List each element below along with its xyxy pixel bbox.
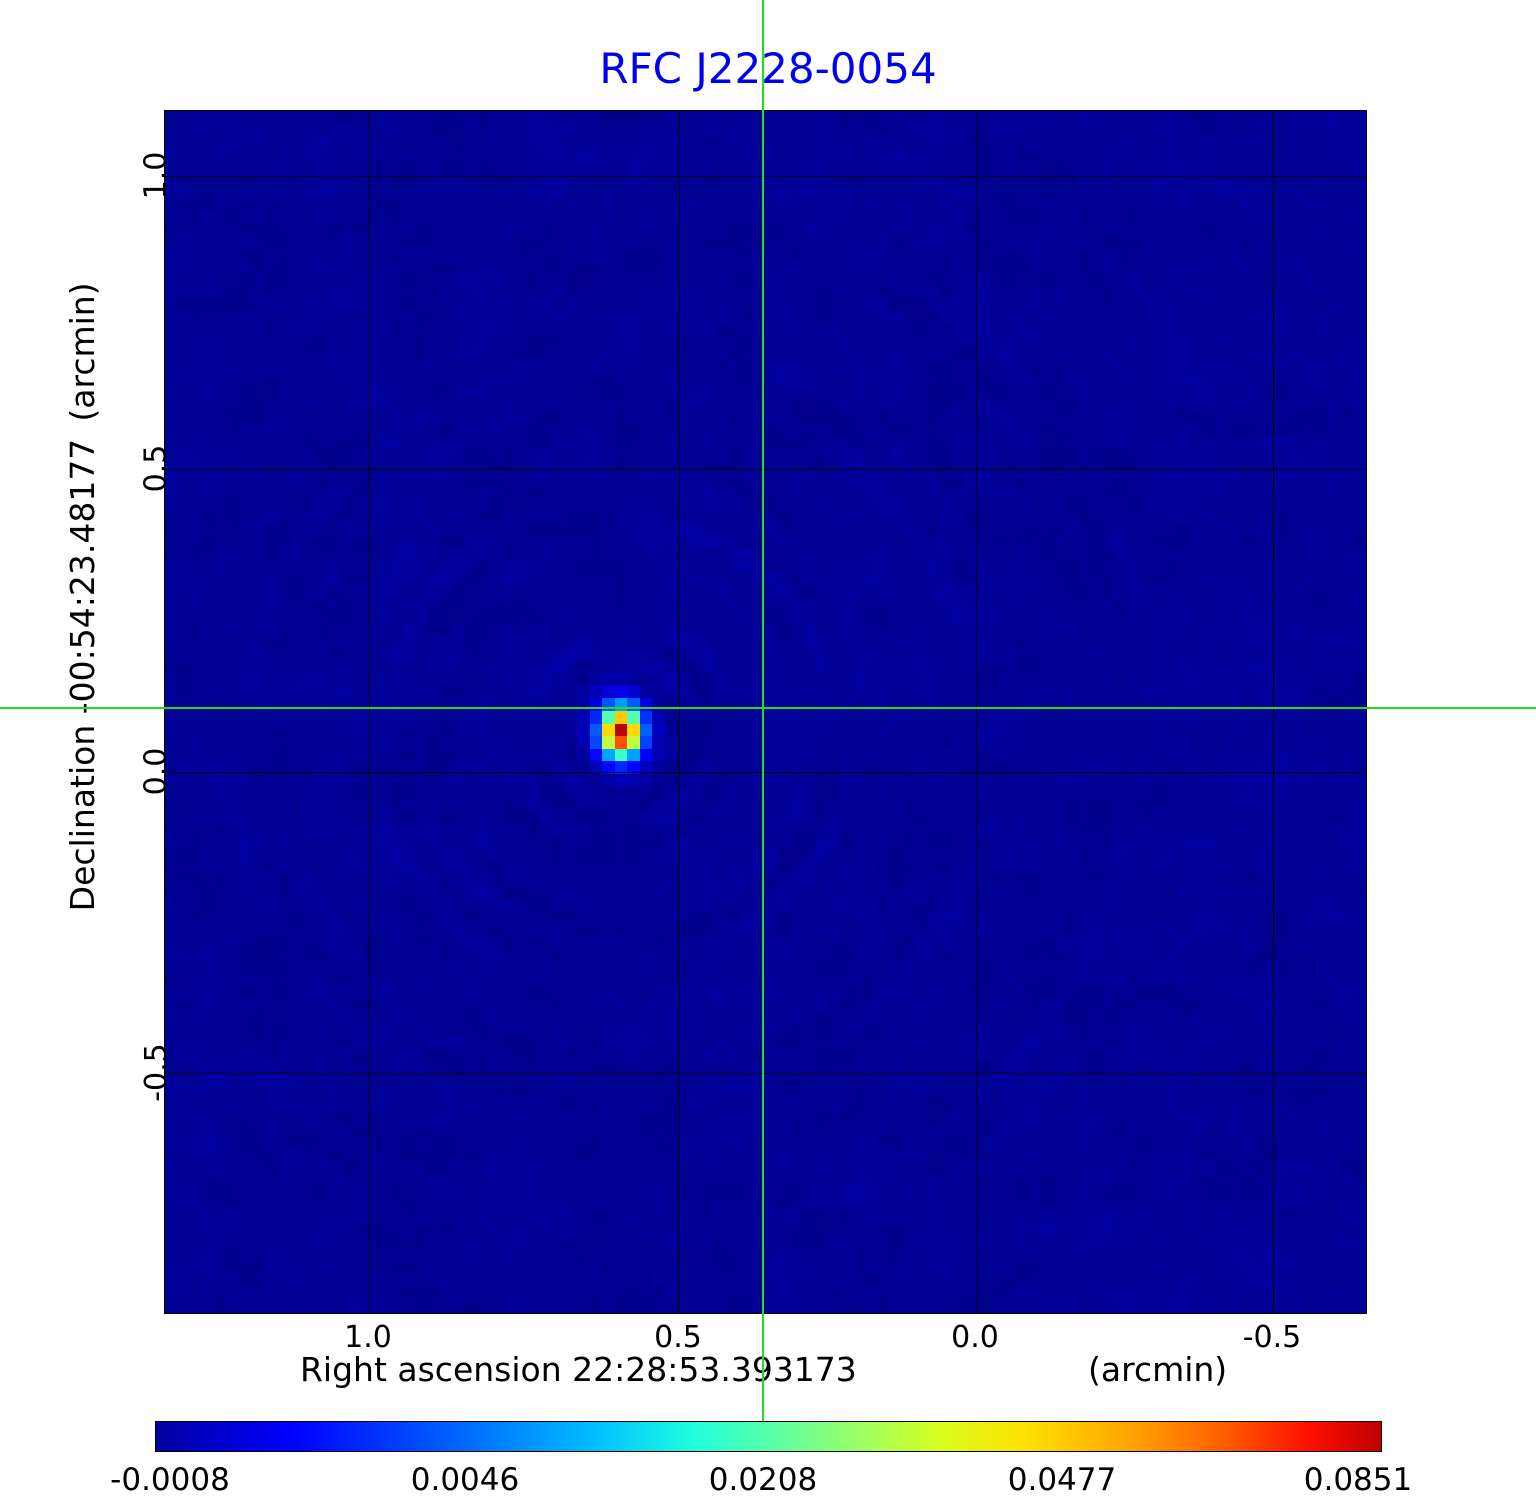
- gridline-horizontal-1: [165, 469, 1366, 470]
- gridline-vertical-3: [1273, 111, 1274, 1313]
- y-tick-label-1: 0.5: [138, 444, 174, 493]
- gridline-horizontal-2: [165, 772, 1366, 773]
- gridline-horizontal-0: [165, 176, 1366, 177]
- colorbar-tick-4: 0.0851: [1303, 1462, 1413, 1498]
- page-title: RFC J2228-0054: [599, 44, 937, 93]
- gridline-horizontal-3: [165, 1073, 1366, 1074]
- x-tick-label-0: 1.0: [344, 1320, 392, 1355]
- gridline-vertical-0: [369, 111, 370, 1313]
- radio-map-image: [165, 111, 1366, 1313]
- colorbar[interactable]: [155, 1421, 1382, 1452]
- y-tick-label-3: -0.5: [138, 1043, 174, 1102]
- colorbar-tick-1: 0.0046: [410, 1462, 520, 1498]
- radio-map-panel[interactable]: [164, 110, 1367, 1314]
- y-tick-label-2: 0.0: [138, 747, 174, 796]
- colorbar-tick-2: 0.0208: [708, 1462, 818, 1498]
- colorbar-tick-3: 0.0477: [1007, 1462, 1117, 1498]
- y-tick-label-0: 1.0: [138, 151, 174, 200]
- crosshair-vertical-line: [762, 0, 764, 1421]
- x-tick-label-1: 0.5: [654, 1320, 702, 1355]
- x-tick-label-2: 0.0: [951, 1320, 999, 1355]
- y-axis-units-label: (arcmin): [63, 282, 102, 422]
- x-axis-units-label: (arcmin): [1088, 1350, 1228, 1389]
- gridline-vertical-1: [679, 111, 680, 1313]
- colorbar-tick-0: -0.0008: [110, 1462, 230, 1498]
- x-axis-label: Right ascension 22:28:53.393173: [300, 1350, 857, 1389]
- gridline-vertical-2: [976, 111, 977, 1313]
- x-tick-label-3: -0.5: [1242, 1320, 1302, 1355]
- crosshair-horizontal-line: [0, 707, 1536, 709]
